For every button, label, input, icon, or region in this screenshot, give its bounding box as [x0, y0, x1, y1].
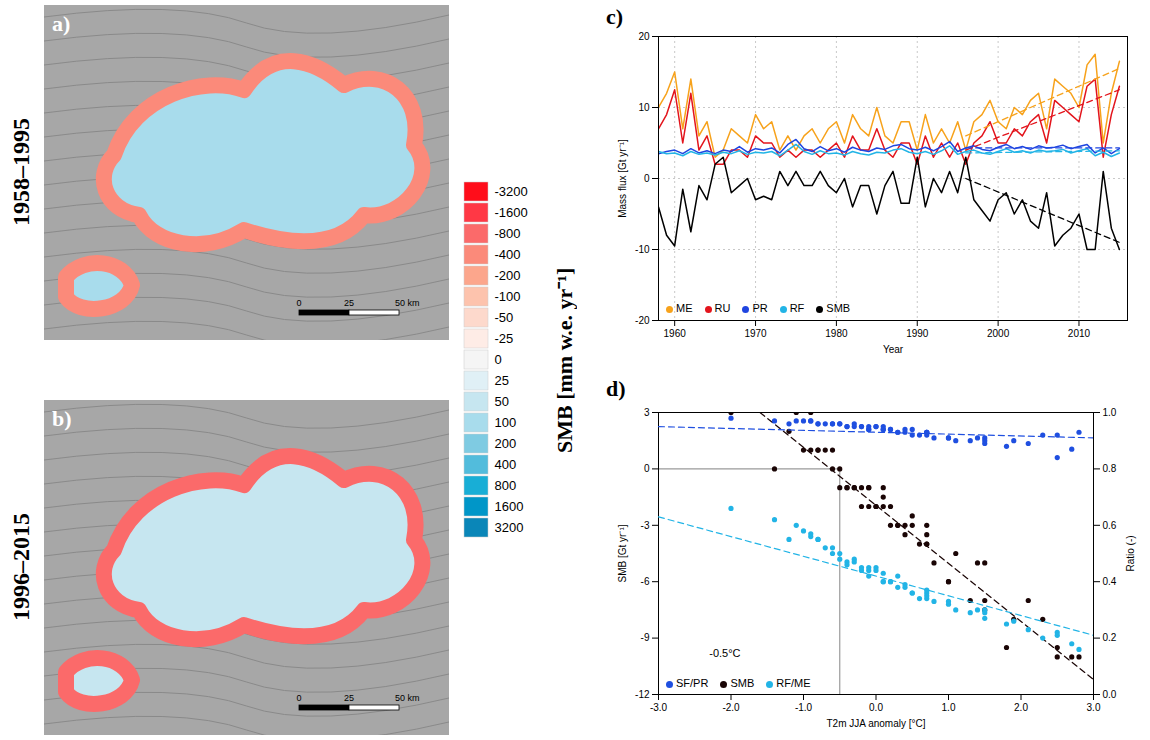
html-text:SMB [mm w.e. yr⁻¹]: SMB [mm w.e. yr⁻¹]	[552, 267, 577, 453]
svg-text:SMB [Gt yr⁻¹]: SMB [Gt yr⁻¹]	[617, 524, 628, 582]
svg-text:-1600: -1600	[495, 205, 528, 220]
svg-text:-10: -10	[635, 244, 650, 255]
svg-text:Ratio (-): Ratio (-)	[1125, 535, 1136, 571]
svg-text:800: 800	[495, 478, 517, 493]
svg-text:T2m JJA anomaly [°C]: T2m JJA anomaly [°C]	[826, 718, 925, 729]
svg-text:50: 50	[495, 394, 509, 409]
svg-text:3.0: 3.0	[1087, 702, 1101, 713]
svg-text:1600: 1600	[495, 499, 524, 514]
svg-text:-100: -100	[495, 289, 521, 304]
html-text:1958–1995: 1958–1995	[7, 118, 34, 227]
svg-text:-20: -20	[635, 315, 650, 326]
svg-text:-3.0: -3.0	[650, 702, 668, 713]
svg-text:-12: -12	[635, 689, 650, 700]
svg-text:-3200: -3200	[495, 184, 528, 199]
svg-text:400: 400	[495, 457, 517, 472]
html-text:c): c)	[606, 4, 624, 29]
svg-text:0.0: 0.0	[1103, 689, 1117, 700]
svg-text:-0.5°C: -0.5°C	[709, 647, 740, 659]
svg-text:0: 0	[296, 693, 301, 703]
html-text:1996–2015: 1996–2015	[7, 513, 34, 622]
svg-text:25: 25	[495, 373, 509, 388]
html-text:ME: ME	[676, 302, 693, 314]
svg-text:1970: 1970	[744, 328, 767, 339]
html-text:RF/ME: RF/ME	[776, 677, 811, 689]
svg-text:-3: -3	[641, 520, 650, 531]
svg-text:100: 100	[495, 415, 517, 430]
svg-text:3: 3	[644, 407, 650, 418]
svg-text:1.0: 1.0	[942, 702, 956, 713]
svg-text:10: 10	[638, 102, 650, 113]
svg-text:0: 0	[296, 298, 301, 308]
svg-text:-50: -50	[495, 310, 514, 325]
svg-text:-2.0: -2.0	[722, 702, 740, 713]
svg-text:-6: -6	[641, 576, 650, 587]
svg-text:0.8: 0.8	[1103, 463, 1117, 474]
svg-text:2010: 2010	[1068, 328, 1091, 339]
svg-text:25: 25	[344, 298, 354, 308]
svg-text:-800: -800	[495, 226, 521, 241]
svg-text:2.0: 2.0	[1014, 702, 1028, 713]
svg-text:0.6: 0.6	[1103, 520, 1117, 531]
svg-text:200: 200	[495, 436, 517, 451]
svg-text:3200: 3200	[495, 520, 524, 535]
svg-text:1.0: 1.0	[1103, 407, 1117, 418]
svg-text:1980: 1980	[825, 328, 848, 339]
html-text:SMB: SMB	[730, 677, 755, 689]
svg-text:50 km: 50 km	[395, 693, 420, 703]
svg-text:-1.0: -1.0	[795, 702, 813, 713]
svg-text:-400: -400	[495, 247, 521, 262]
html-text:RU: RU	[714, 302, 731, 314]
svg-text:0: 0	[495, 352, 502, 367]
svg-text:Year: Year	[883, 344, 904, 355]
svg-text:b): b)	[52, 406, 72, 431]
svg-text:-200: -200	[495, 268, 521, 283]
svg-text:50 km: 50 km	[395, 298, 420, 308]
svg-text:-25: -25	[495, 331, 514, 346]
html-text:PR: PR	[752, 302, 768, 314]
svg-text:0: 0	[644, 463, 650, 474]
svg-text:25: 25	[344, 693, 354, 703]
html-text:d): d)	[606, 376, 626, 401]
svg-text:0.0: 0.0	[869, 702, 883, 713]
svg-text:1990: 1990	[906, 328, 929, 339]
svg-text:a): a)	[52, 11, 70, 36]
svg-text:-9: -9	[641, 632, 650, 643]
svg-text:2000: 2000	[987, 328, 1010, 339]
svg-text:0.4: 0.4	[1103, 576, 1117, 587]
svg-text:1960: 1960	[664, 328, 687, 339]
html-text:SMB: SMB	[826, 302, 851, 314]
html-text:SF/PR: SF/PR	[676, 677, 709, 689]
svg-text:Mass flux [Gt yr⁻¹]: Mass flux [Gt yr⁻¹]	[617, 139, 628, 218]
svg-text:20: 20	[638, 31, 650, 42]
svg-text:0: 0	[644, 173, 650, 184]
svg-text:0.2: 0.2	[1103, 632, 1117, 643]
html-text:RF: RF	[789, 302, 805, 314]
